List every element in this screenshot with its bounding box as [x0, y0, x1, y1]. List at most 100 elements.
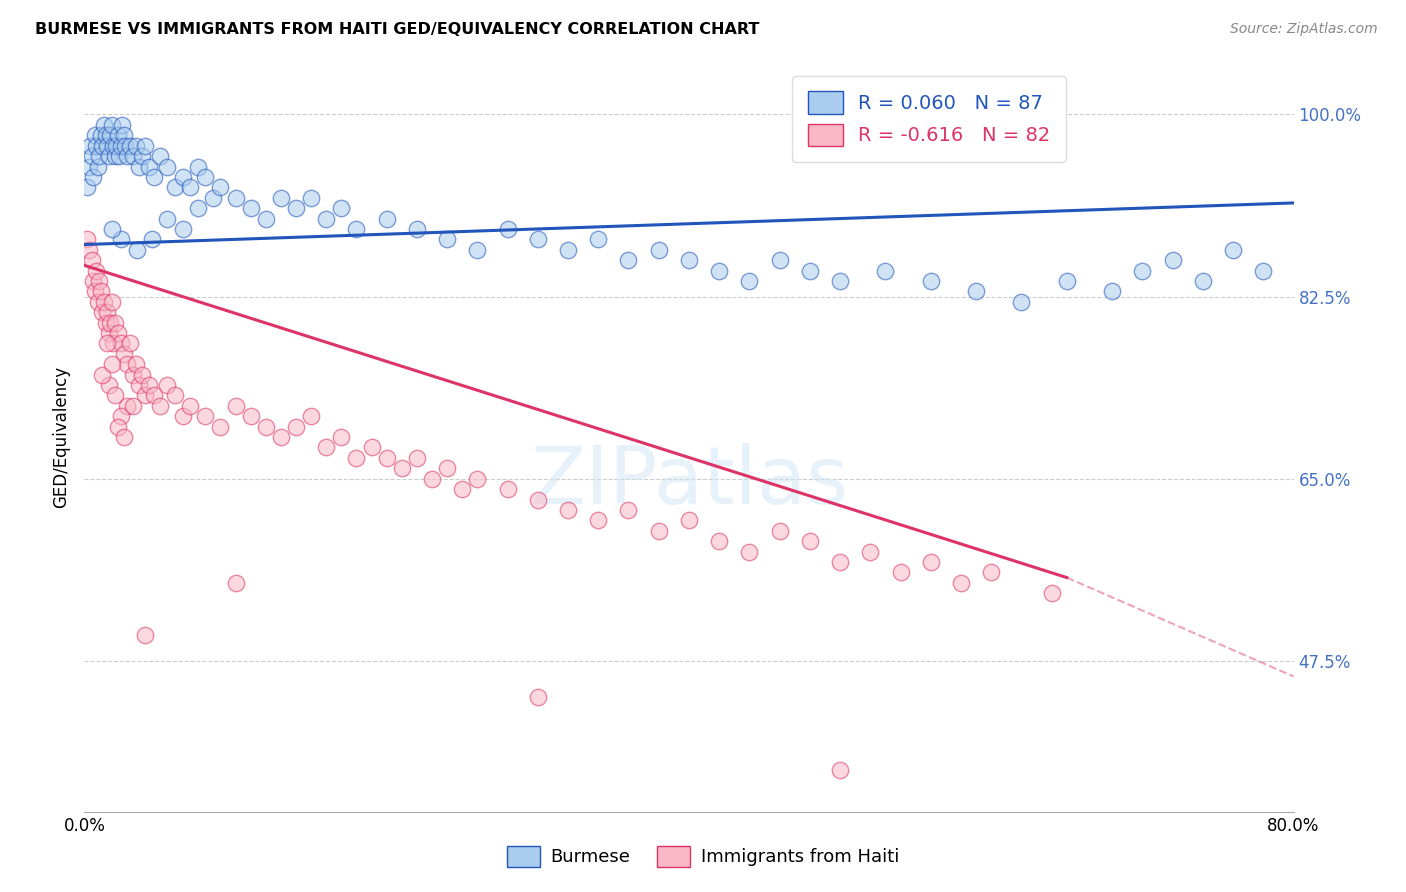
Point: [239, 201, 262, 215]
Point: [738, 274, 761, 288]
Point: [172, 222, 194, 236]
Point: [114, 138, 136, 153]
Point: [451, 482, 474, 496]
Point: [527, 690, 550, 705]
Point: [134, 138, 156, 153]
Point: [131, 368, 153, 382]
Point: [588, 232, 610, 246]
Point: [375, 450, 398, 465]
Point: [128, 378, 150, 392]
Text: ZIPatlas: ZIPatlas: [530, 443, 848, 521]
Point: [86, 138, 108, 153]
Point: [527, 232, 550, 246]
Point: [527, 492, 550, 507]
Point: [830, 555, 852, 569]
Point: [436, 461, 458, 475]
Point: [115, 399, 138, 413]
Point: [93, 294, 115, 309]
Point: [678, 253, 700, 268]
Point: [648, 243, 671, 257]
Point: [315, 211, 337, 226]
Point: [738, 544, 761, 558]
Point: [496, 222, 519, 236]
Point: [101, 336, 124, 351]
Text: Source: ZipAtlas.com: Source: ZipAtlas.com: [1230, 22, 1378, 37]
Point: [76, 232, 98, 246]
Point: [420, 472, 443, 486]
Point: [799, 263, 821, 277]
Point: [97, 149, 120, 163]
Point: [112, 430, 135, 444]
Point: [101, 138, 124, 153]
Point: [89, 149, 111, 163]
Point: [270, 191, 292, 205]
Point: [121, 368, 143, 382]
Point: [980, 566, 1002, 580]
Point: [110, 232, 132, 246]
Point: [77, 243, 100, 257]
Point: [496, 482, 519, 496]
Point: [115, 357, 138, 371]
Point: [406, 450, 429, 465]
Point: [209, 180, 232, 194]
Point: [96, 138, 118, 153]
Point: [859, 544, 882, 558]
Point: [557, 503, 579, 517]
Text: BURMESE VS IMMIGRANTS FROM HAITI GED/EQUIVALENCY CORRELATION CHART: BURMESE VS IMMIGRANTS FROM HAITI GED/EQU…: [35, 22, 759, 37]
Point: [125, 357, 148, 371]
Point: [87, 294, 110, 309]
Point: [100, 294, 122, 309]
Point: [80, 253, 103, 268]
Point: [239, 409, 262, 424]
Point: [93, 118, 115, 132]
Point: [769, 253, 792, 268]
Point: [142, 388, 165, 402]
Point: [187, 160, 209, 174]
Point: [709, 263, 731, 277]
Point: [82, 169, 104, 184]
Point: [107, 128, 129, 143]
Point: [107, 419, 129, 434]
Point: [108, 149, 131, 163]
Point: [194, 409, 217, 424]
Point: [201, 191, 224, 205]
Point: [391, 461, 413, 475]
Point: [225, 575, 247, 590]
Point: [1130, 263, 1153, 277]
Point: [104, 149, 127, 163]
Point: [131, 149, 153, 163]
Point: [678, 513, 700, 527]
Point: [346, 450, 368, 465]
Point: [149, 149, 172, 163]
Point: [588, 513, 610, 527]
Y-axis label: GED/Equivalency: GED/Equivalency: [52, 366, 70, 508]
Point: [118, 336, 141, 351]
Point: [98, 128, 121, 143]
Point: [121, 399, 143, 413]
Point: [141, 232, 163, 246]
Point: [104, 388, 127, 402]
Point: [76, 180, 98, 194]
Point: [98, 316, 121, 330]
Point: [96, 336, 118, 351]
Point: [299, 191, 322, 205]
Point: [1192, 274, 1215, 288]
Point: [346, 222, 368, 236]
Legend: Burmese, Immigrants from Haiti: Burmese, Immigrants from Haiti: [499, 838, 907, 874]
Point: [84, 128, 107, 143]
Point: [156, 211, 179, 226]
Point: [467, 472, 489, 486]
Point: [96, 305, 118, 319]
Point: [920, 555, 942, 569]
Point: [179, 399, 201, 413]
Point: [557, 243, 579, 257]
Point: [138, 160, 160, 174]
Point: [77, 160, 100, 174]
Point: [172, 409, 194, 424]
Point: [110, 409, 132, 424]
Point: [330, 430, 353, 444]
Point: [617, 253, 640, 268]
Point: [94, 316, 117, 330]
Point: [125, 138, 148, 153]
Point: [315, 441, 337, 455]
